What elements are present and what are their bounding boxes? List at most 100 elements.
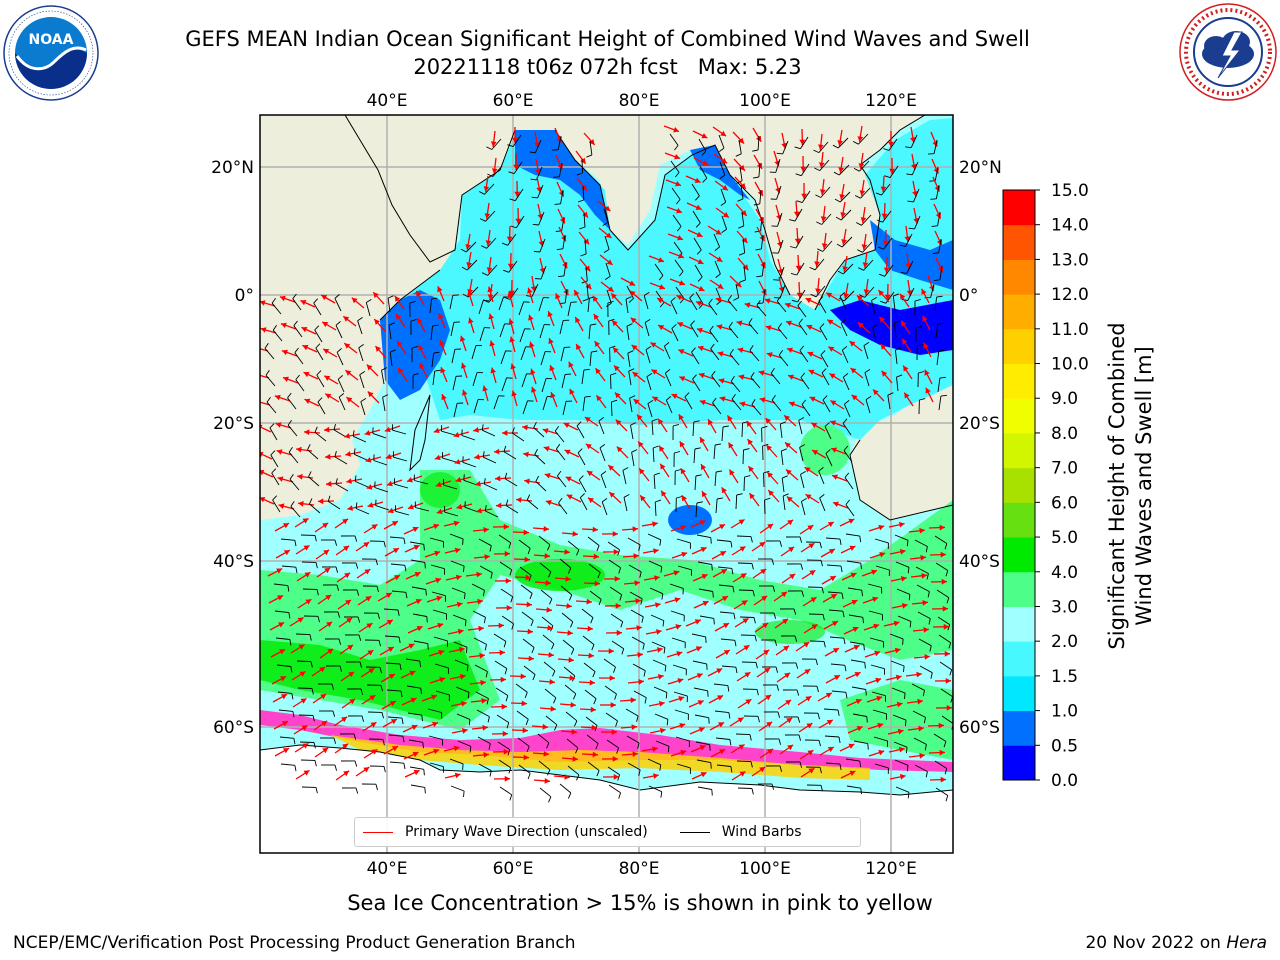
wave-arrow-head	[786, 496, 793, 503]
wind-barb-flag	[860, 788, 862, 795]
wave-arrow-head	[743, 645, 750, 651]
wind-barb-flag	[876, 219, 883, 223]
wind-barb	[777, 212, 783, 227]
wind-barb	[607, 766, 620, 776]
wind-barb	[533, 427, 545, 438]
colorbar-label-line1: Significant Height of Combined	[1105, 322, 1129, 649]
wind-barb	[852, 713, 867, 717]
map-frame	[259, 114, 954, 854]
wave-arrow-head	[673, 570, 680, 576]
wind-barb-flag	[377, 613, 380, 620]
wind-barb	[911, 161, 919, 175]
wind-barb	[669, 583, 684, 589]
wave-arrow-head	[759, 542, 766, 548]
wave-arrow-head	[631, 724, 637, 730]
wind-barb-flag	[288, 612, 291, 619]
wind-barb-flag	[749, 345, 754, 351]
wind-barb-flag	[779, 540, 783, 547]
wave-arrow-head	[279, 649, 286, 655]
wind-barb-flag	[399, 663, 402, 670]
ocean-blue-zone-arabian	[515, 130, 610, 230]
wave-arrow-head	[721, 157, 728, 164]
wind-barb	[750, 377, 761, 389]
wind-barb	[584, 689, 597, 699]
wind-barb	[411, 586, 426, 590]
wind-barb	[441, 430, 456, 436]
wave-arrow-head	[274, 394, 281, 401]
wind-barb	[915, 566, 929, 574]
wind-barb-flag	[801, 399, 807, 405]
wind-barb-flag	[464, 501, 466, 508]
wave-arrow-head	[757, 190, 763, 196]
wind-barb-flag	[530, 620, 534, 627]
wind-barb	[823, 708, 839, 711]
wind-barb-flag	[839, 539, 842, 545]
wave-arrow-head	[478, 625, 484, 632]
wind-barb-flag	[739, 279, 746, 283]
wave-arrow-head	[527, 287, 533, 294]
wind-barb-flag	[675, 199, 681, 205]
wave-arrow-head	[695, 646, 702, 652]
wind-barb	[822, 240, 833, 252]
wind-barb	[508, 260, 518, 273]
wind-barb	[599, 447, 606, 462]
wave-arrow-head	[342, 743, 349, 750]
wind-barb-flag	[591, 644, 595, 651]
wave-arrow-head	[363, 767, 370, 773]
wind-barb-flag	[434, 369, 441, 372]
wind-barb-flag	[924, 744, 927, 751]
wind-barb	[358, 347, 364, 362]
wave-arrow-head	[386, 480, 393, 487]
wave-arrow-head	[322, 522, 329, 529]
wind-barb-flag	[311, 688, 314, 695]
wave-arrow-head	[766, 721, 773, 728]
wind-barb	[801, 190, 811, 203]
wave-arrow-head	[281, 349, 288, 356]
wind-barb	[762, 288, 766, 303]
wind-barb	[819, 327, 828, 341]
wind-barb	[822, 399, 831, 413]
wind-barb-flag	[610, 372, 617, 376]
wind-barb	[314, 431, 327, 442]
wind-barb-flag	[287, 585, 290, 592]
wind-barb	[815, 285, 826, 298]
wind-barb	[583, 662, 596, 672]
wind-barb-flag	[853, 168, 860, 172]
wave-arrow-head	[483, 527, 489, 533]
wind-barb	[939, 265, 943, 280]
wind-barb	[937, 211, 941, 226]
wave-arrow-head	[393, 548, 399, 554]
wind-barb	[721, 426, 724, 442]
wave-arrow-head	[385, 592, 392, 598]
lon-labels-bottom: 40°E 60°E 80°E 100°E 120°E	[367, 859, 917, 879]
wind-barb	[715, 498, 718, 514]
wind-barb-flag	[865, 396, 872, 400]
wave-arrow-head	[852, 626, 859, 633]
wave-arrow-head	[872, 596, 879, 603]
wind-barb	[588, 563, 601, 573]
wind-barb-flag	[626, 323, 633, 327]
wave-arrow-head	[613, 549, 619, 555]
wind-barb	[821, 213, 832, 225]
wave-arrow-head	[387, 647, 394, 653]
wind-barb	[582, 185, 585, 201]
wind-barb-flag	[293, 320, 298, 326]
wind-barb	[453, 641, 468, 648]
wave-arrow-head	[581, 184, 587, 191]
wind-barb	[464, 506, 479, 513]
wave-arrow-head	[788, 546, 795, 553]
wave-arrow-head	[807, 525, 814, 531]
wave-arrow-head	[879, 316, 886, 323]
wind-barb	[713, 683, 728, 687]
wind-barb-flag	[507, 144, 514, 148]
wind-barb	[719, 161, 726, 176]
wind-barb-flag	[383, 541, 386, 548]
wave-arrow-head	[728, 442, 734, 449]
wind-barb-flag	[316, 370, 322, 376]
wave-arrow-head	[436, 595, 443, 602]
wave-arrow-head	[568, 361, 574, 368]
wind-barb	[935, 184, 940, 199]
wind-barb-flag	[431, 297, 438, 300]
wind-barb	[853, 740, 868, 745]
wind-barb	[461, 434, 476, 441]
